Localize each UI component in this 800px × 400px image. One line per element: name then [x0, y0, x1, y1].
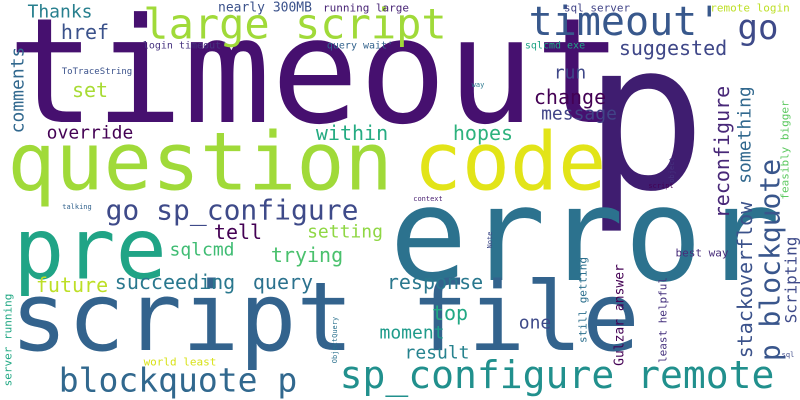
word: future — [36, 273, 108, 297]
word: override — [47, 123, 134, 144]
word: blockquote p — [59, 361, 297, 400]
word: still getting — [577, 257, 590, 343]
word: way — [472, 81, 485, 89]
word: question — [7, 116, 392, 209]
word: change — [534, 85, 606, 109]
word: stackoverflow — [733, 201, 757, 358]
word: timeout' — [529, 0, 722, 45]
word: tell — [214, 220, 262, 244]
word: ToTraceString — [62, 67, 132, 77]
word: remote login — [710, 2, 789, 15]
word: error — [389, 159, 780, 311]
word: Gulzar answer — [613, 264, 628, 366]
word: sql — [782, 351, 795, 359]
word: comments — [8, 47, 29, 134]
word: running large — [323, 2, 409, 15]
word: go — [738, 8, 779, 48]
word: query wait' — [327, 41, 393, 52]
word: set — [72, 78, 108, 102]
word: p — [583, 0, 706, 237]
word: response — [387, 270, 483, 294]
word: within — [316, 121, 388, 145]
word: Note — [486, 232, 494, 249]
word: reconfigure — [710, 86, 734, 218]
word: href — [61, 20, 109, 44]
word: something — [735, 86, 756, 184]
word: sqlcmd exe — [525, 41, 585, 52]
word: best way — [676, 247, 729, 260]
word: nearly 300MB — [218, 1, 312, 16]
word: one — [519, 313, 552, 334]
word: timeout — [7, 0, 622, 157]
word: sqlcmd — [169, 240, 234, 261]
word: suggested — [619, 36, 727, 60]
word: object — [668, 157, 676, 182]
word: succeeding — [115, 270, 235, 294]
word: go sp_configure — [106, 194, 359, 228]
word: ObjectQuery — [331, 317, 339, 363]
word: script — [648, 182, 673, 190]
word: sp_configure remote — [340, 353, 775, 398]
word: feasibly bigger — [779, 100, 792, 200]
word: run — [554, 63, 587, 84]
word: large script — [143, 0, 446, 49]
word: Scripting — [782, 237, 800, 324]
word: message — [541, 104, 617, 125]
word: moment — [379, 323, 444, 344]
word: server running — [2, 294, 15, 387]
word: hopes — [453, 121, 513, 145]
word: login timeout' — [143, 41, 227, 52]
word: setting — [307, 222, 383, 243]
word: pre — [13, 201, 167, 300]
word: code — [414, 116, 607, 209]
word: least helpful — [657, 277, 670, 363]
word: top — [432, 301, 468, 325]
word: Thanks — [27, 2, 92, 23]
word: context — [413, 195, 443, 203]
word: world least — [144, 356, 217, 369]
word: script file — [10, 263, 639, 373]
word: result — [404, 343, 469, 364]
word: query — [253, 270, 313, 294]
word: trying — [271, 243, 343, 267]
word: p blockquote — [754, 159, 787, 361]
word: talking — [62, 203, 92, 211]
word: sql server — [564, 2, 631, 15]
